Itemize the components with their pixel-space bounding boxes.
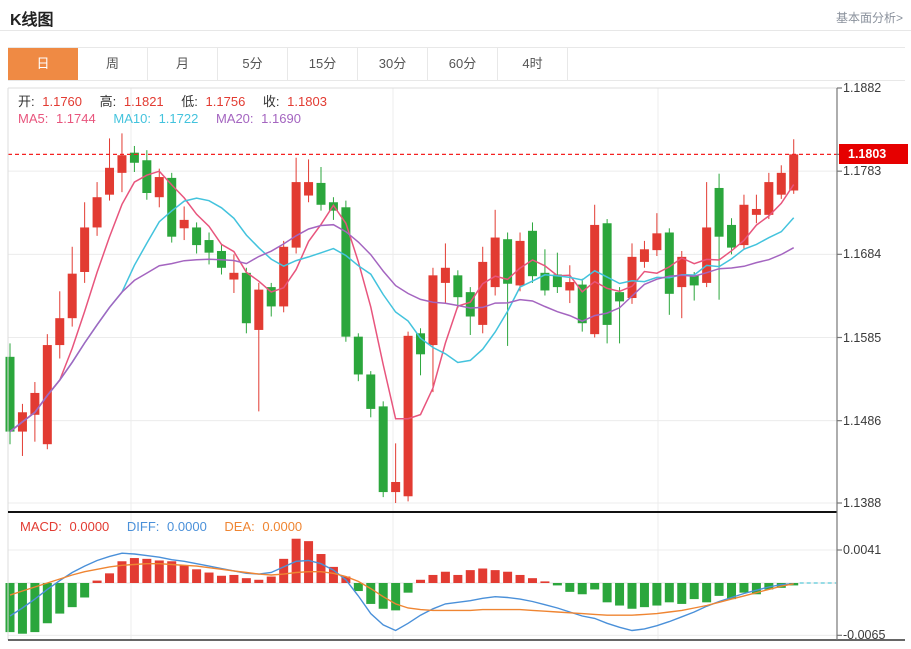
interval-tab-1[interactable]: 周 bbox=[78, 48, 148, 80]
interval-tab-2[interactable]: 月 bbox=[148, 48, 218, 80]
ma-bar: MA5: 1.1744 MA10: 1.1722 MA20: 1.1690 bbox=[18, 111, 305, 126]
macd-label-bar: MACD: 0.0000 DIFF: 0.0000 DEA: 0.0000 bbox=[20, 519, 306, 534]
quote-bar: 开: 1.1760 高: 1.1821 低: 1.1756 收: 1.1803 bbox=[18, 91, 331, 110]
page-title: K线图 bbox=[10, 12, 54, 29]
ma5-label: MA5: bbox=[18, 111, 49, 126]
ma-line-ma5 bbox=[9, 170, 795, 433]
header-divider bbox=[0, 30, 911, 31]
interval-tab-5[interactable]: 30分 bbox=[358, 48, 428, 80]
macd-dea-line bbox=[9, 563, 794, 616]
interval-tab-0[interactable]: 日 bbox=[8, 48, 78, 80]
close-value: 1.1803 bbox=[287, 94, 327, 109]
price-axis-label: 1.1684 bbox=[843, 247, 882, 262]
low-label: 低: bbox=[181, 94, 198, 109]
ma20-value: 1.1690 bbox=[261, 111, 301, 126]
macd-label: MACD: bbox=[20, 519, 62, 534]
grid-lines bbox=[8, 87, 837, 640]
interval-tab-3[interactable]: 5分 bbox=[218, 48, 288, 80]
macd-axis-label: 0.0041 bbox=[843, 542, 882, 557]
ma5-value: 1.1744 bbox=[55, 111, 96, 126]
ma10-label: MA10: bbox=[113, 111, 151, 126]
ma10-value: 1.1722 bbox=[158, 111, 199, 126]
price-axis-label: 1.1783 bbox=[843, 164, 882, 179]
diff-value: 0.0000 bbox=[167, 519, 207, 534]
price-axis-label: 1.1882 bbox=[843, 81, 882, 95]
price-axis-label: 1.1388 bbox=[843, 496, 882, 510]
fundamental-analysis-link[interactable]: 基本面分析> bbox=[835, 11, 903, 25]
axis-ticks bbox=[837, 87, 842, 636]
price-axis-label: 1.1585 bbox=[843, 330, 882, 345]
interval-tab-4[interactable]: 15分 bbox=[288, 48, 358, 80]
panel-borders bbox=[7, 87, 905, 641]
high-value: 1.1821 bbox=[123, 94, 164, 109]
interval-tab-6[interactable]: 60分 bbox=[428, 48, 498, 80]
close-label: 收: bbox=[262, 94, 280, 109]
macd-diff-line bbox=[9, 552, 794, 632]
current-price-badge: 1.1803 bbox=[839, 144, 908, 165]
dea-value: 0.0000 bbox=[262, 519, 303, 534]
open-value: 1.1760 bbox=[42, 94, 83, 109]
diff-label: DIFF: bbox=[126, 519, 160, 534]
macd-value: 0.0000 bbox=[69, 519, 110, 534]
ma-line-ma20 bbox=[9, 223, 795, 433]
macd-axis-label: -0.0065 bbox=[843, 628, 886, 643]
interval-tab-7[interactable]: 4时 bbox=[498, 48, 568, 80]
dea-label: DEA: bbox=[224, 519, 255, 534]
candles-layer bbox=[5, 133, 799, 503]
ma-line-ma10 bbox=[9, 197, 795, 433]
ma20-label: MA20: bbox=[215, 111, 254, 126]
high-label: 高: bbox=[99, 94, 117, 109]
interval-tab-bar: 日周月 5分 15分 30分 60分 4时 bbox=[8, 47, 905, 81]
open-label: 开: bbox=[18, 94, 35, 109]
low-value: 1.1756 bbox=[205, 94, 246, 109]
price-axis-label: 1.1486 bbox=[843, 413, 882, 428]
